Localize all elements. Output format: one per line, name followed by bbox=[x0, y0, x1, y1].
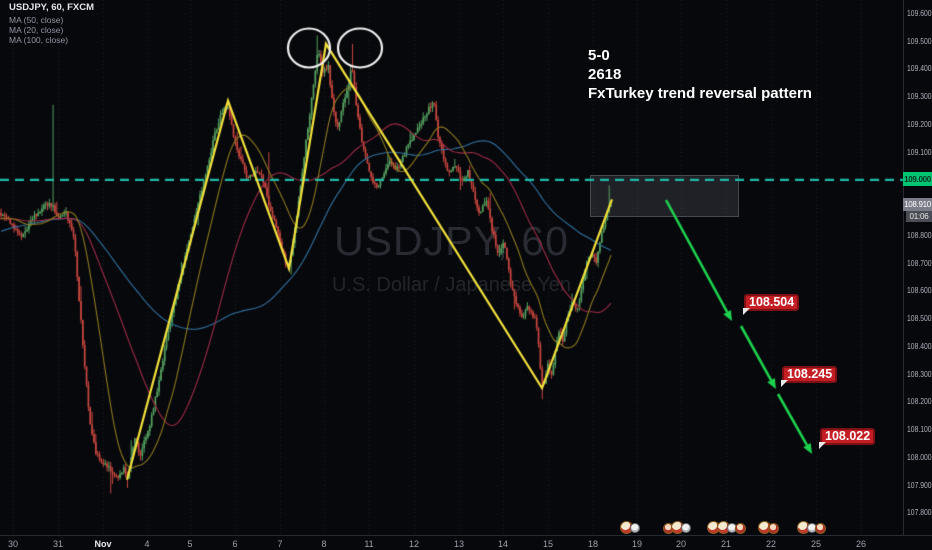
time-tick-label: 30 bbox=[7, 539, 19, 549]
time-tick-label: 14 bbox=[497, 539, 509, 549]
target-price-text: 108.245 bbox=[787, 367, 833, 381]
idea-emoji-icon[interactable] bbox=[681, 523, 691, 533]
target-price-label-1[interactable]: 108.504 bbox=[743, 294, 800, 315]
alert-price-badge[interactable]: 109.000 bbox=[903, 172, 932, 186]
price-tick-label: 109.500 bbox=[907, 36, 932, 46]
ma50-legend[interactable]: MA (50, close) bbox=[9, 15, 64, 25]
pattern-annotation-line1: 5-0 bbox=[588, 47, 610, 64]
time-tick-label: 5 bbox=[187, 539, 193, 549]
time-tick-label: 19 bbox=[631, 539, 643, 549]
time-tick-label: 31 bbox=[52, 539, 64, 549]
time-axis[interactable]: 30 31 Nov 4 5 6 7 8 11 12 13 14 15 18 19 20 21 22 25 26 bbox=[0, 535, 932, 550]
time-tick-label: 7 bbox=[277, 539, 283, 549]
time-tick-label: 15 bbox=[542, 539, 554, 549]
time-tick-label: Nov bbox=[94, 539, 112, 549]
time-tick-label: 26 bbox=[855, 539, 867, 549]
time-tick-label: 13 bbox=[453, 539, 465, 549]
target-price-text: 108.022 bbox=[825, 429, 871, 443]
idea-emoji-icon[interactable] bbox=[815, 523, 826, 534]
symbol-title[interactable]: USDJPY, 60, FXCM bbox=[9, 2, 94, 13]
ma20-legend[interactable]: MA (20, close) bbox=[9, 25, 64, 35]
target-price-label-3[interactable]: 108.022 bbox=[819, 428, 876, 449]
time-tick-label: 8 bbox=[321, 539, 327, 549]
time-tick-label: 21 bbox=[720, 539, 732, 549]
last-price-badge: 108.910 bbox=[903, 198, 932, 211]
time-tick-label: 12 bbox=[408, 539, 420, 549]
pattern-annotation: 5-0 2618 FxTurkey trend reversal pattern bbox=[588, 46, 812, 103]
price-tick-label: 109.300 bbox=[907, 92, 932, 102]
price-tick-label: 107.900 bbox=[907, 480, 932, 490]
idea-emoji-icon[interactable] bbox=[630, 523, 640, 533]
price-tick-label: 107.800 bbox=[907, 508, 932, 518]
bar-countdown: 01:06 bbox=[906, 211, 932, 222]
price-tick-label: 109.600 bbox=[907, 8, 932, 18]
price-tick-label: 108.700 bbox=[907, 258, 932, 268]
time-tick-label: 22 bbox=[765, 539, 777, 549]
ma100-legend[interactable]: MA (100, close) bbox=[9, 35, 69, 45]
time-tick-label: 6 bbox=[232, 539, 238, 549]
price-tick-label: 108.100 bbox=[907, 425, 932, 435]
idea-emoji-icon[interactable] bbox=[735, 523, 746, 534]
price-tick-label: 109.400 bbox=[907, 64, 932, 74]
price-tick-label: 108.600 bbox=[907, 286, 932, 296]
label-tail bbox=[781, 380, 788, 387]
idea-emoji-icon[interactable] bbox=[768, 523, 779, 534]
time-tick-label: 11 bbox=[364, 539, 374, 549]
price-tick-label: 108.300 bbox=[907, 369, 932, 379]
price-tick-label: 108.400 bbox=[907, 341, 932, 351]
price-tick-label: 109.100 bbox=[907, 147, 932, 157]
price-tick-label: 108.000 bbox=[907, 452, 932, 462]
time-tick-label: 18 bbox=[587, 539, 599, 549]
price-tick-label: 108.800 bbox=[907, 230, 932, 240]
time-tick-label: 25 bbox=[810, 539, 822, 549]
label-tail bbox=[819, 442, 826, 449]
price-tick-label: 108.200 bbox=[907, 397, 932, 407]
pattern-annotation-line3: FxTurkey trend reversal pattern bbox=[588, 85, 812, 102]
target-price-label-2[interactable]: 108.245 bbox=[781, 366, 838, 387]
price-tick-label: 109.200 bbox=[907, 119, 932, 129]
target-price-text: 108.504 bbox=[749, 295, 795, 309]
price-tick-label: 108.500 bbox=[907, 314, 932, 324]
pattern-annotation-line2: 2618 bbox=[588, 66, 622, 83]
symbol-legend: USDJPY, 60, FXCM MA (50, close) MA (20, … bbox=[9, 2, 94, 45]
time-tick-label: 4 bbox=[144, 539, 150, 549]
label-tail bbox=[743, 308, 750, 315]
time-tick-label: 20 bbox=[675, 539, 687, 549]
price-axis[interactable]: 109.600 109.500 109.400 109.300 109.200 109.1… bbox=[903, 0, 932, 535]
